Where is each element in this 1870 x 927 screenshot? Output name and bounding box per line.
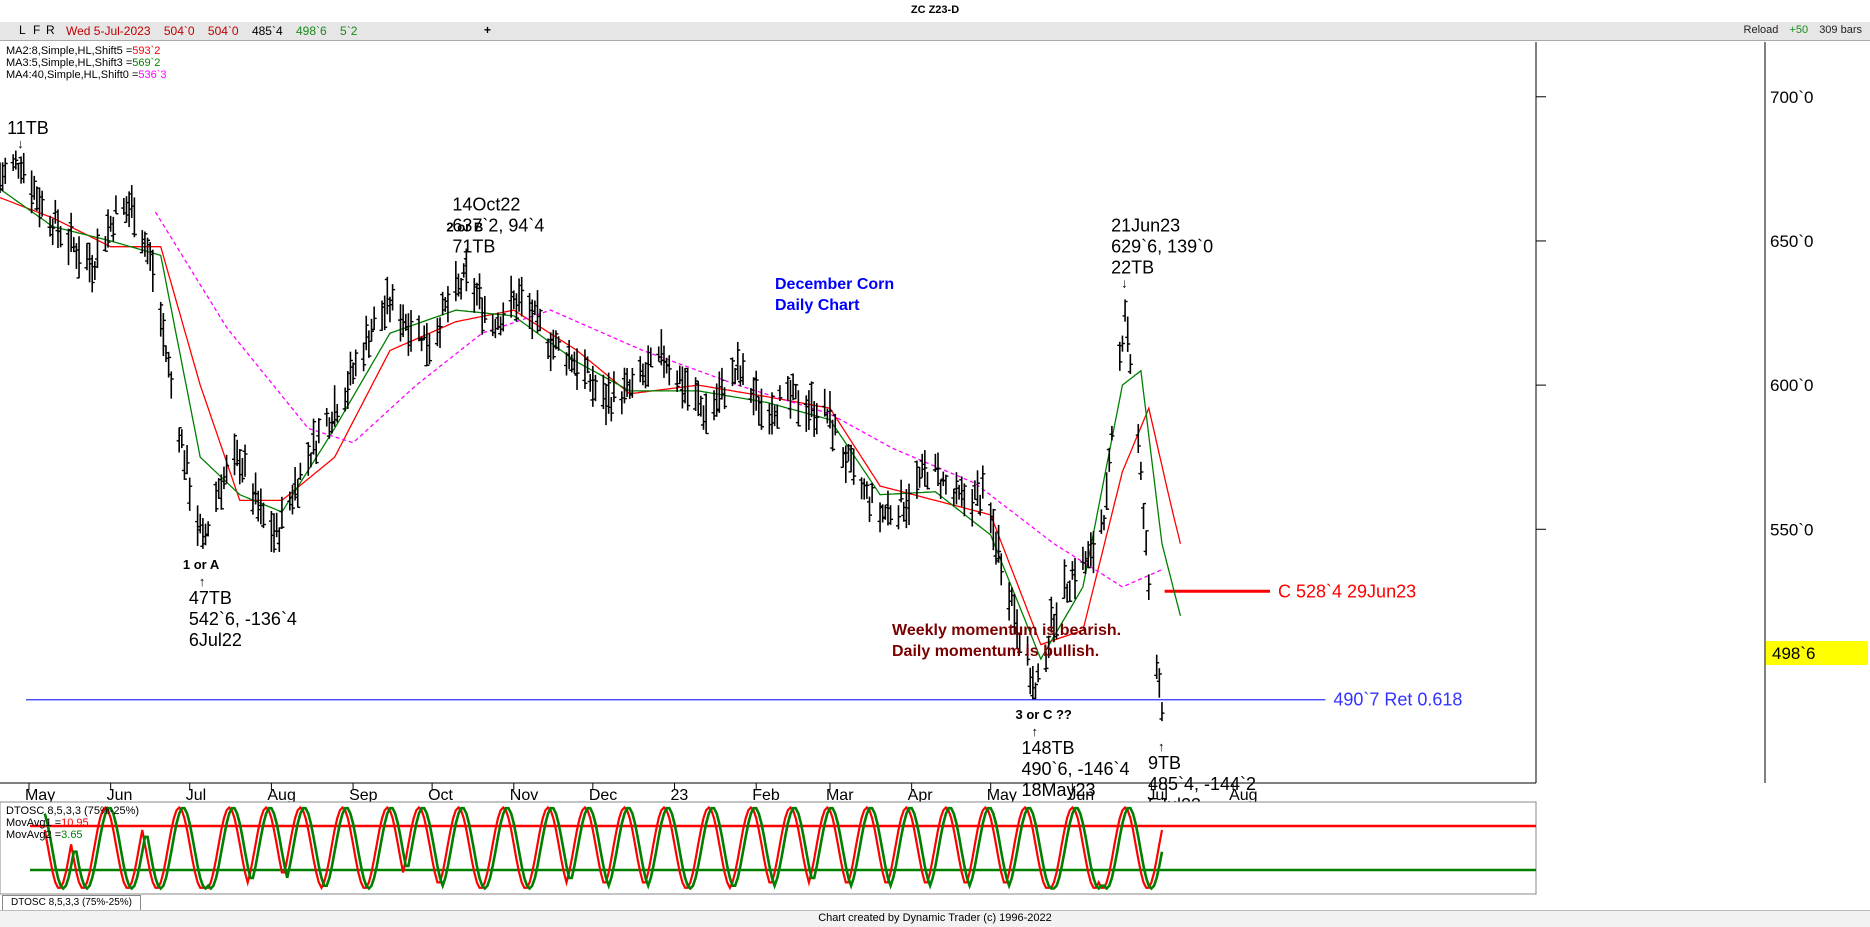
horizontal-levels: 490`7 Ret 0.618 C 528`4 29Jun23 <box>26 581 1462 710</box>
swing-label: 6Jul22 <box>189 630 242 650</box>
toolbar-button-f[interactable]: F <box>33 23 41 37</box>
ma-legend-label: MA3:5,Simple,HL,Shift3 = <box>6 57 132 69</box>
x-tick-label: Apr <box>908 787 934 804</box>
osc-slow-line <box>43 806 1164 891</box>
x-tick-label: May <box>987 787 1017 804</box>
last-price-label: 498`6 <box>1772 644 1815 663</box>
chart-note: December Corn <box>775 276 894 293</box>
swing-label: 21Jun23 <box>1111 215 1180 235</box>
ma-legend-value: 593`2 <box>132 45 160 57</box>
osc-movavg1-label: MovAvg1 = <box>6 817 61 829</box>
oscillator <box>30 805 1536 891</box>
x-tick-label: Aug <box>1229 787 1257 804</box>
osc-movavg2-value: 3.65 <box>61 829 82 841</box>
swing-arrow: ↓ <box>1121 275 1128 290</box>
wave-label: 3 or C ?? <box>1015 707 1071 722</box>
swing-label: 148TB <box>1021 738 1074 758</box>
osc-movavg2: MovAvg2 =3.65 <box>6 829 83 841</box>
swing-label: 11TB <box>7 118 49 138</box>
swing-label: 18May23 <box>1021 780 1095 800</box>
osc-movavg1-value: 10.95 <box>61 817 89 829</box>
x-tick-label: Feb <box>752 787 780 804</box>
swing-arrow: ↑ <box>1158 739 1165 754</box>
wave-label: 2 or B <box>446 219 483 234</box>
osc-movavg1: MovAvg1 =10.95 <box>6 817 89 829</box>
x-tick-label: Jun <box>107 787 133 804</box>
ma3-line <box>0 188 1182 661</box>
ma-legend-value: 536`3 <box>138 69 166 81</box>
swing-label: 637`2, 94`4 <box>452 215 544 235</box>
ma-legend: MA2:8,Simple,HL,Shift5 =593`2MA3:5,Simpl… <box>6 45 167 81</box>
ma-legend-label: MA4:40,Simple,HL,Shift0 = <box>6 69 138 81</box>
last-price-marker <box>1766 641 1868 665</box>
swing-label: 14Oct22 <box>452 194 520 214</box>
toolbar-button-l[interactable]: L <box>19 23 26 37</box>
x-tick-label: Jun <box>1068 787 1094 804</box>
x-tick-label: Mar <box>826 787 854 804</box>
swing-arrow: ↑ <box>199 574 206 589</box>
x-tick-label: May <box>25 787 55 804</box>
toolbar-button-r[interactable]: R <box>46 23 55 37</box>
swing-label: 47TB <box>189 588 232 608</box>
x-tick-label: Oct <box>428 787 453 804</box>
swing-arrow: ↑ <box>1031 724 1038 739</box>
ma-legend-item: MA3:5,Simple,HL,Shift3 =569`2 <box>6 57 160 69</box>
y-tick-label: 700`0 <box>1770 88 1813 107</box>
chart-note: Weekly momentum is bearish. <box>892 622 1121 639</box>
bottom-tab[interactable]: DTOSC 8,5,3,3 (75%-25%) <box>2 895 141 911</box>
x-tick-label: Jul <box>186 787 206 804</box>
ma2-line <box>0 197 1182 646</box>
x-tick-label: Jul <box>1147 787 1167 804</box>
swing-label: 542`6, -136`4 <box>189 609 297 629</box>
swing-label: 9TB <box>1148 753 1181 773</box>
price-bars <box>0 150 1165 722</box>
ma-legend-label: MA2:8,Simple,HL,Shift5 = <box>6 45 132 57</box>
bar-count: 309 bars <box>1819 24 1862 36</box>
y-tick-label: 650`0 <box>1770 232 1813 251</box>
x-tick-label: Aug <box>267 787 295 804</box>
swing-label: 71TB <box>452 236 495 256</box>
x-tick-label: Sep <box>349 787 378 804</box>
x-tick-label: Nov <box>510 787 538 804</box>
footer: Chart created by Dynamic Trader (c) 1996… <box>0 910 1870 927</box>
toolbar-right: Reload +50 309 bars <box>1744 24 1862 36</box>
bar-date: Wed 5-Jul-2023 <box>66 24 151 38</box>
swing-label: 22TB <box>1111 257 1154 277</box>
price-panel <box>0 42 1536 783</box>
toolbar: L F R Wed 5-Jul-2023 504`0 504`0 485`4 4… <box>0 22 1870 41</box>
osc-movavg2-label: MovAvg2 = <box>6 829 61 841</box>
y-tick-label: 600`0 <box>1770 376 1813 395</box>
bar-low: 485`4 <box>251 24 283 38</box>
swing-arrow: ↓ <box>17 136 24 151</box>
bar-open: 504`0 <box>163 24 195 38</box>
ma-legend-item: MA4:40,Simple,HL,Shift0 =536`3 <box>6 69 167 81</box>
level-label: 490`7 Ret 0.618 <box>1333 690 1462 710</box>
moving-averages <box>0 188 1182 661</box>
swing-label: 485`4, -144`2 <box>1148 774 1256 794</box>
level-label: C 528`4 29Jun23 <box>1278 581 1416 601</box>
bar-high: 504`0 <box>207 24 239 38</box>
y-axis: 700`0 650`0 600`0 550`0 <box>1536 88 1813 539</box>
swing-label: 629`6, 139`0 <box>1111 236 1213 256</box>
chart-note: Daily momentum is bullish. <box>892 643 1099 660</box>
reload-button[interactable]: Reload <box>1743 24 1779 36</box>
add-study-button[interactable]: + <box>484 23 492 37</box>
ma-legend-item: MA2:8,Simple,HL,Shift5 =593`2 <box>6 45 160 57</box>
swing-label: 490`6, -146`4 <box>1021 759 1129 779</box>
bar-change: 5`2 <box>340 24 358 38</box>
x-tick-label: 23 <box>671 787 689 804</box>
swing-arrow: ↓ <box>462 254 469 269</box>
reload-count: +50 <box>1789 24 1809 36</box>
ohlc-readout: Wed 5-Jul-2023 504`0 504`0 485`4 498`6 5… <box>66 24 367 38</box>
wave-label: 1 or A <box>183 557 220 572</box>
x-tick-label: Dec <box>589 787 617 804</box>
x-axis: May Jun Jul Aug Sep Oct Nov Dec 23 Feb Mar Apr May Ju… <box>25 783 1258 804</box>
bar-close: 498`6 <box>295 24 327 38</box>
chart-note: Daily Chart <box>775 297 860 314</box>
osc-title: DTOSC 8,5,3,3 (75%-25%) <box>6 805 139 817</box>
y-tick-label: 550`0 <box>1770 520 1813 539</box>
ma-legend-value: 569`2 <box>132 57 160 69</box>
ma4-line <box>154 211 1163 588</box>
